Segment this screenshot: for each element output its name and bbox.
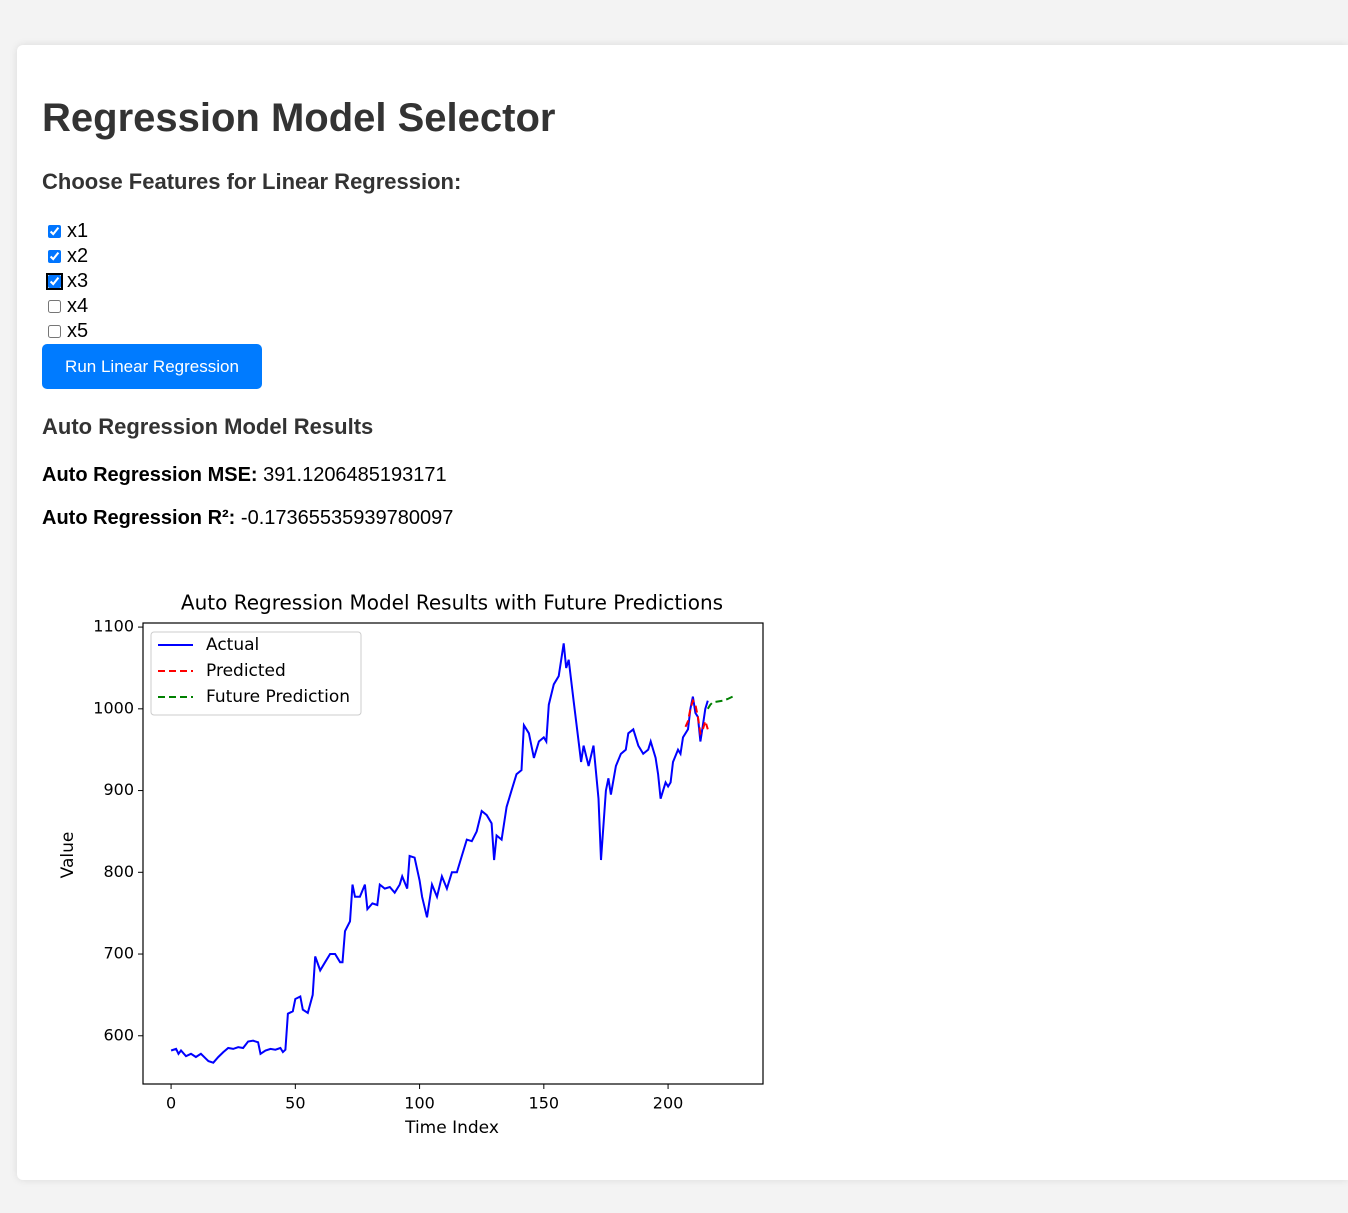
feature-checkbox[interactable] <box>46 273 63 290</box>
chart-title: Auto Regression Model Results with Futur… <box>181 591 723 615</box>
x-tick-label: 50 <box>285 1094 305 1113</box>
card <box>17 45 1348 1180</box>
feature-label: x5 <box>67 320 89 342</box>
metric-label: Auto Regression R²: <box>42 507 236 529</box>
metric-label: Auto Regression MSE: <box>42 464 258 486</box>
plot-frame <box>142 622 764 1085</box>
legend-label: Future Prediction <box>206 687 350 707</box>
feature-option: x5 <box>42 319 88 344</box>
y-tick-label: 1000 <box>93 698 134 717</box>
x-tick-label: 100 <box>404 1094 435 1113</box>
feature-checkbox[interactable] <box>48 225 61 238</box>
feature-list: x1 x2 x3 x4 x5 <box>42 219 88 344</box>
y-axis-label: Value <box>58 832 78 879</box>
metric-value: 391.1206485193171 <box>263 464 447 486</box>
feature-label: x3 <box>67 270 89 292</box>
feature-option: x4 <box>42 294 88 319</box>
feature-label: x4 <box>67 295 89 317</box>
legend-box <box>150 631 362 716</box>
y-tick-label: 1100 <box>93 617 134 636</box>
page-title: Regression Model Selector <box>42 96 556 140</box>
feature-checkbox[interactable] <box>48 300 61 313</box>
feature-option: x3 <box>42 269 88 294</box>
x-tick-label: 150 <box>529 1094 560 1113</box>
feature-label: x2 <box>67 245 89 267</box>
x-tick-label: 200 <box>653 1094 684 1113</box>
features-heading: Choose Features for Linear Regression: <box>42 169 462 194</box>
feature-option: x2 <box>42 244 88 269</box>
series-line <box>170 643 709 1064</box>
feature-checkbox[interactable] <box>48 325 61 338</box>
results-heading: Auto Regression Model Results <box>42 414 374 439</box>
y-tick-label: 700 <box>103 944 134 963</box>
legend-label: Actual <box>206 635 259 655</box>
series-line <box>706 695 734 710</box>
feature-option: x1 <box>42 219 88 244</box>
feature-checkbox[interactable] <box>48 250 61 263</box>
y-tick-label: 800 <box>103 862 134 881</box>
metric-value: -0.17365535939780097 <box>240 507 454 529</box>
y-tick-label: 900 <box>103 780 134 799</box>
series-line <box>684 698 709 737</box>
metric: Auto Regression R²: -0.17365535939780097 <box>42 507 453 530</box>
metric: Auto Regression MSE: 391.1206485193171 <box>42 464 447 487</box>
feature-label: x1 <box>67 220 89 242</box>
y-tick-label: 600 <box>103 1025 134 1044</box>
x-tick-label: 0 <box>166 1094 176 1113</box>
run-button[interactable]: Run Linear Regression <box>42 344 262 389</box>
legend-label: Predicted <box>206 661 286 681</box>
x-axis-label: Time Index <box>404 1118 499 1138</box>
